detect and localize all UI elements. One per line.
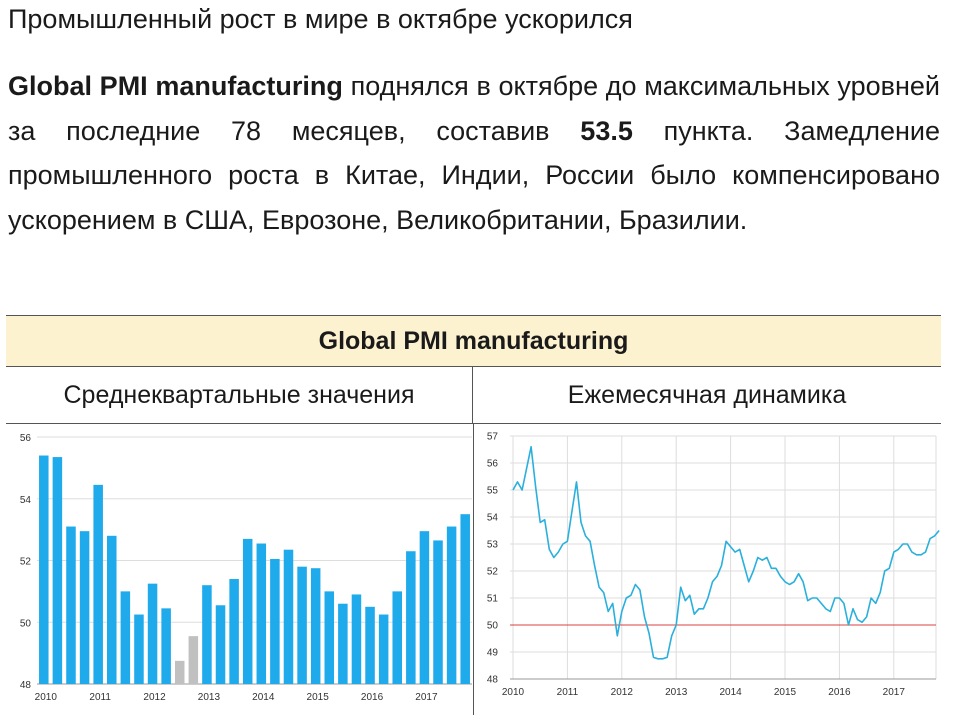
bar xyxy=(202,585,212,684)
bar xyxy=(147,583,158,684)
bar xyxy=(283,549,294,684)
bar xyxy=(229,579,239,684)
line-ytick-label: 50 xyxy=(487,621,499,632)
line-xtick-label: 2011 xyxy=(557,687,579,698)
bar-xtick-label: 2013 xyxy=(198,692,221,703)
bar xyxy=(215,605,226,684)
bar xyxy=(338,603,348,684)
bar xyxy=(107,535,117,684)
bar xyxy=(433,540,443,684)
left-column-title: Среднеквартальные значения xyxy=(6,367,473,424)
bar xyxy=(174,660,185,684)
bar xyxy=(52,457,63,684)
line-ytick-label: 52 xyxy=(487,567,499,578)
right-column-title: Ежемесячная динамика xyxy=(473,367,941,424)
bar xyxy=(392,591,402,684)
line-ytick-label: 53 xyxy=(487,540,499,551)
bar-xtick-label: 2011 xyxy=(89,692,111,703)
quarterly-bar-chart: 48 50 52 54 56 2010 2011 2012 2013 2014 2015 2016 20… xyxy=(20,433,472,703)
line-xtick-label: 2015 xyxy=(774,687,797,698)
bar xyxy=(134,614,144,684)
bar xyxy=(161,608,171,684)
bar-xtick-label: 2017 xyxy=(415,692,438,703)
bar-ytick-label: 54 xyxy=(20,495,32,506)
monthly-line-chart: 48 49 50 51 52 53 54 55 56 57 2010 2011 2012 2013 2014… xyxy=(487,432,940,698)
pmi-series-line xyxy=(512,445,940,660)
line-ytick-label: 49 xyxy=(487,648,499,659)
bar xyxy=(406,551,416,684)
bar-ytick-label: 48 xyxy=(20,680,32,691)
bar-ytick-label: 50 xyxy=(20,618,32,629)
bar-xtick-label: 2014 xyxy=(252,692,275,703)
bar xyxy=(93,484,103,684)
bar-xtick-label: 2010 xyxy=(35,692,58,703)
bar xyxy=(270,558,280,684)
bar xyxy=(446,526,457,684)
bar xyxy=(120,591,131,684)
para-text-1: поднялся в октябре до максимальных уровн… xyxy=(8,71,940,146)
summary-paragraph: Global PMI manufacturing поднялся в октя… xyxy=(8,64,940,242)
line-ytick-label: 55 xyxy=(487,486,499,497)
line-xtick-label: 2017 xyxy=(883,687,906,698)
column-divider xyxy=(473,424,474,715)
line-xtick-label: 2013 xyxy=(665,687,688,698)
line-ytick-label: 51 xyxy=(487,594,499,605)
table-header: Global PMI manufacturing xyxy=(6,315,941,367)
para-text-2: пункта. Замедление промышленного роста в… xyxy=(8,115,940,235)
para-bold-1: Global PMI manufacturing xyxy=(8,71,343,101)
bar-ytick-label: 56 xyxy=(20,433,32,444)
bar xyxy=(297,566,307,684)
para-bold-2: 53.5 xyxy=(580,115,633,146)
bar-ytick-label: 52 xyxy=(20,557,32,568)
bar xyxy=(365,606,375,684)
page-title: Промышленный рост в мире в октябре ускор… xyxy=(8,4,633,34)
bar-xtick-label: 2015 xyxy=(307,692,330,703)
bar xyxy=(66,526,76,684)
bar xyxy=(310,568,321,684)
bar xyxy=(256,543,267,684)
bar xyxy=(39,455,49,684)
bar xyxy=(378,614,389,684)
line-xtick-label: 2016 xyxy=(828,687,851,698)
bar xyxy=(460,514,470,684)
bar xyxy=(324,591,335,684)
line-ytick-label: 48 xyxy=(487,675,499,686)
line-xtick-label: 2010 xyxy=(502,687,525,698)
bar xyxy=(79,531,90,684)
line-ytick-label: 57 xyxy=(487,432,499,443)
bar xyxy=(188,636,199,684)
bar xyxy=(242,538,253,684)
bar-xtick-label: 2016 xyxy=(361,692,384,703)
line-ytick-label: 56 xyxy=(487,459,499,470)
line-xtick-label: 2012 xyxy=(611,687,634,698)
bar-xtick-label: 2012 xyxy=(143,692,166,703)
pmi-table: Global PMI manufacturing Среднеквартальн… xyxy=(6,315,941,715)
line-ytick-label: 54 xyxy=(487,513,499,524)
bar xyxy=(351,594,362,684)
bar xyxy=(419,531,430,684)
line-xtick-label: 2014 xyxy=(719,687,742,698)
